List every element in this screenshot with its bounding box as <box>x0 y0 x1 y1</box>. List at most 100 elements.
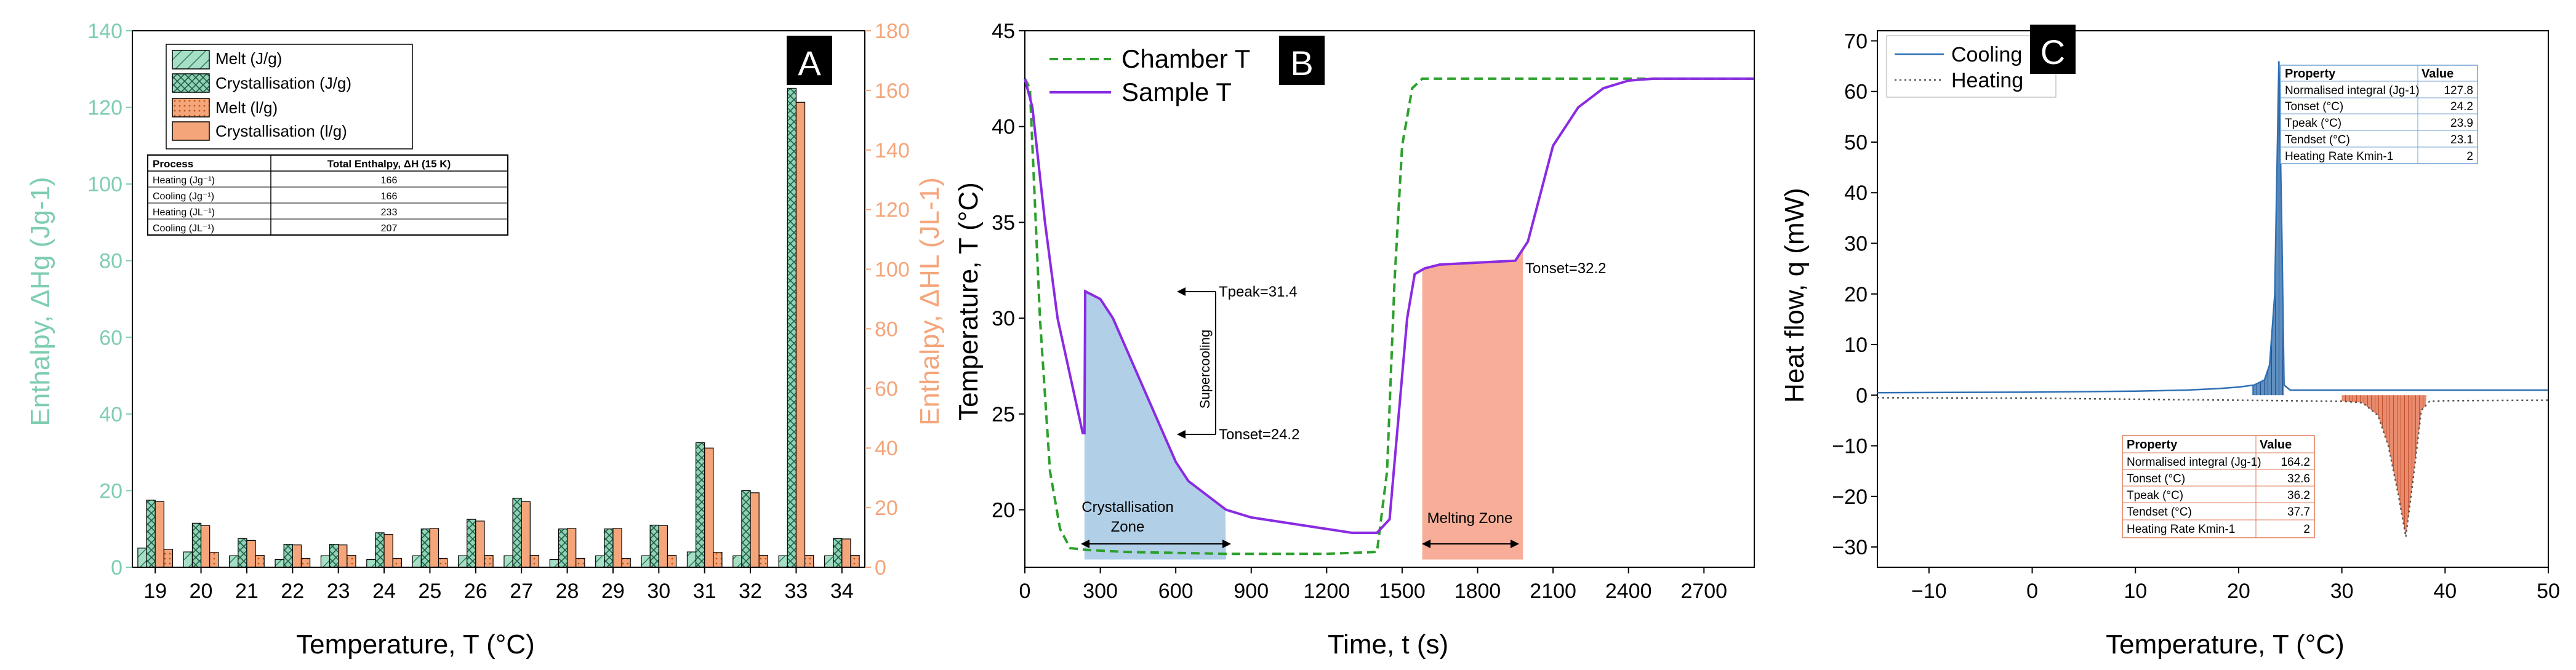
tick-label-left: 140 <box>87 20 122 43</box>
panel-a-ylabel-left: Enthalpy, ΔHg (Jg-1) <box>25 177 55 426</box>
bar <box>604 528 614 568</box>
panel-b-zones <box>1084 249 1523 560</box>
annotation-melt-zone: Melting Zone <box>1427 510 1513 527</box>
tick-label-left: 120 <box>87 97 122 120</box>
panel-c-xlabel: Temperature, T (°C) <box>2106 629 2345 660</box>
tick-label-right: 60 <box>875 377 898 401</box>
tick-label-x: 20 <box>2227 580 2250 603</box>
bar <box>275 559 284 568</box>
bar <box>512 498 522 568</box>
bar <box>841 538 851 568</box>
table-cell: Heating Rate Kmin-1 <box>2127 523 2235 536</box>
annotation-tonset-cool: Tonset=24.2 <box>1219 426 1299 443</box>
table-cell: 166 <box>381 175 398 186</box>
bar <box>146 500 156 568</box>
bar <box>484 555 494 568</box>
bar <box>795 102 806 568</box>
tick-label-left: 60 <box>99 326 122 349</box>
tick-label-y: 40 <box>1844 181 1868 205</box>
series-sample-t <box>1024 77 1754 534</box>
panel-c-axes: −10 0 10 20 30 40 50 −30 −20 −10 0 10 20 30 40 50 60 70 <box>1832 30 2560 603</box>
bar <box>778 555 788 568</box>
tick-label-y: 70 <box>1844 30 1868 53</box>
bar <box>804 555 814 568</box>
bar <box>420 528 431 568</box>
table-cell: 24.2 <box>2450 100 2473 113</box>
legend-swatch-melt-jg <box>172 50 210 70</box>
tick-label-right: 0 <box>875 556 886 580</box>
tick-label-y: 30 <box>992 307 1015 330</box>
table-header: Total Enthalpy, ΔH (15 K) <box>327 158 451 170</box>
tick-label-x: 30 <box>647 580 670 603</box>
annotation-cryst-zone-1: Crystallisation <box>1081 499 1173 516</box>
melting-zone <box>1422 249 1523 560</box>
table-cell: Cooling (Jg⁻¹) <box>153 191 214 202</box>
table-header: Property <box>2285 67 2336 81</box>
panel-b-legend: Chamber T Sample T <box>1049 44 1250 106</box>
table-cell: 166 <box>381 191 398 202</box>
table-cell: 23.9 <box>2450 117 2473 130</box>
table-header: Process <box>153 158 193 170</box>
bar <box>824 555 834 568</box>
bar <box>475 520 485 568</box>
table-header: Value <box>2260 438 2292 452</box>
bar <box>713 552 723 568</box>
tick-label-left: 80 <box>99 250 122 273</box>
tick-label-x: 30 <box>2330 580 2354 603</box>
panel-c-label: C <box>2040 33 2065 71</box>
cooling-peak-area <box>2252 61 2284 396</box>
table-cell: Normalised integral (Jg-1) <box>2127 456 2261 469</box>
bar <box>200 525 211 568</box>
table-cell: Tendset (°C) <box>2285 134 2350 146</box>
panel-b-ylabel: Temperature, T (°C) <box>953 182 984 421</box>
bar <box>338 544 348 568</box>
tick-label-x: 28 <box>556 580 579 603</box>
bar <box>383 534 393 568</box>
tick-label-x: 20 <box>190 580 213 603</box>
tick-label-x: 22 <box>281 580 304 603</box>
tick-label-x: 31 <box>693 580 716 603</box>
bar <box>183 551 193 568</box>
tick-label-right: 140 <box>875 139 910 162</box>
bar <box>229 555 239 568</box>
table-cell: 2 <box>2466 150 2473 163</box>
bar <box>612 528 622 568</box>
bar <box>741 490 751 568</box>
legend-label: Melt (l/g) <box>215 98 278 117</box>
table-cell: 2 <box>2303 523 2310 536</box>
tick-label-left: 100 <box>87 173 122 196</box>
tick-label-x: 25 <box>419 580 442 603</box>
tick-label-y: 25 <box>992 403 1015 426</box>
bar <box>649 524 659 568</box>
panel-b-label: B <box>1290 44 1313 82</box>
bar <box>457 555 468 568</box>
series-cooling <box>1877 61 2548 394</box>
table-cell: 23.1 <box>2450 134 2473 146</box>
panel-b-frame <box>1024 30 1755 568</box>
legend-swatch-cryst-lg <box>172 121 210 141</box>
tick-label-right: 160 <box>875 79 910 103</box>
bar <box>163 549 174 568</box>
tick-label-y: 50 <box>1844 131 1868 154</box>
table-cell: 164.2 <box>2281 456 2310 469</box>
tick-label-y: 60 <box>1844 81 1868 104</box>
heating-peak-area <box>2341 395 2427 537</box>
panel-a-label-box <box>787 36 832 85</box>
tick-label-x: 1200 <box>1304 580 1350 603</box>
table-header: Property <box>2127 438 2178 452</box>
panel-b-axes: 0 300 600 900 1200 1500 1800 2100 2400 2700 20 25 30… <box>992 20 1755 603</box>
bar <box>787 87 797 568</box>
annotation-tonset-melt: Tonset=32.2 <box>1525 260 1606 277</box>
tick-label-y: 20 <box>992 499 1015 522</box>
series-chamber-t <box>1024 77 1754 556</box>
tick-label-y: 0 <box>1856 384 1868 407</box>
panel-a-xlabel: Temperature, T (°C) <box>296 629 535 660</box>
legend-label: Sample T <box>1121 78 1232 106</box>
legend-label: Melt (J/g) <box>215 49 282 68</box>
panel-a-axes: 0 20 40 60 80 100 120 140 0 20 40 60 80 100 120 140 160 1… <box>87 20 909 603</box>
bar <box>412 555 422 568</box>
tick-label-right: 120 <box>875 199 910 222</box>
bar <box>667 555 677 568</box>
table-cell: 233 <box>381 207 398 218</box>
